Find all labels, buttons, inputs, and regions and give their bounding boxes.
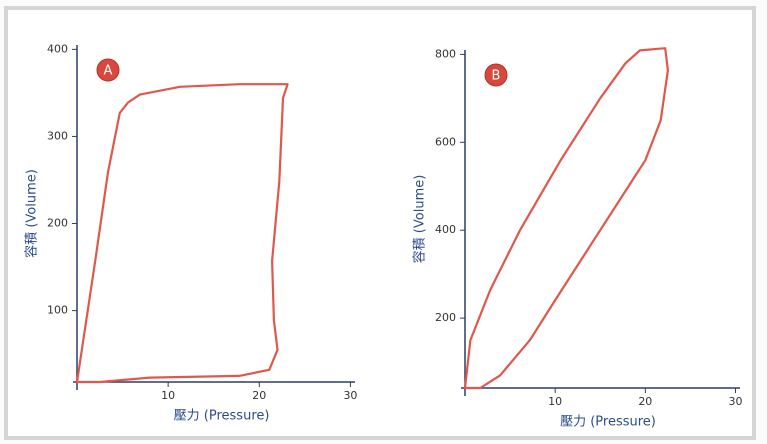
x-tick-label: 20 — [252, 389, 266, 402]
loop-line — [463, 47, 669, 390]
y-tick-label: 100 — [47, 304, 68, 317]
y-tick-label: 200 — [47, 217, 68, 230]
panel-label: A — [104, 64, 113, 79]
x-tick-label: 30 — [343, 389, 357, 402]
x-axis-label: 壓力 (Pressure) — [174, 409, 270, 424]
x-tick-label: 20 — [638, 395, 652, 408]
x-tick-label: 10 — [161, 389, 175, 402]
y-tick-label: 400 — [47, 42, 68, 55]
x-tick-label: 30 — [728, 395, 742, 408]
frame — [4, 6, 756, 440]
x-axis-label: 壓力 (Pressure) — [560, 415, 656, 430]
panel-badge — [96, 58, 120, 82]
y-axis-label: 容積 (Volume) — [412, 175, 428, 264]
y-tick-label: 600 — [435, 135, 456, 148]
y-tick-label: 200 — [435, 311, 456, 324]
y-tick-label: 300 — [47, 129, 68, 142]
x-tick-label: 10 — [548, 395, 562, 408]
panel-label: B — [492, 69, 501, 84]
panel-badge — [484, 63, 508, 87]
loop-line — [75, 83, 289, 384]
y-tick-label: 400 — [435, 223, 456, 236]
y-tick-label: 800 — [435, 47, 456, 60]
y-axis-label: 容積 (Volume) — [24, 169, 40, 258]
